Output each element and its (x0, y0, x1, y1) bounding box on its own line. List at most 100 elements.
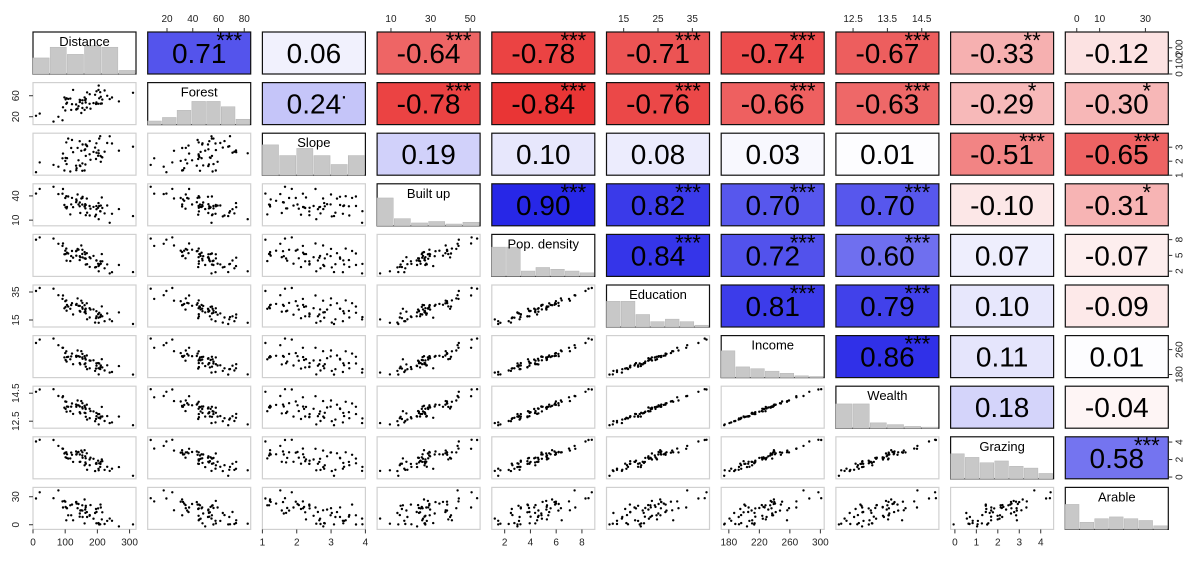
scatter-point (106, 263, 109, 266)
correlation-value: -0.66 (741, 89, 805, 120)
scatter-point (703, 497, 706, 500)
scatter-point (998, 514, 1002, 517)
significance-stars: *** (905, 332, 931, 357)
scatter-point (269, 198, 272, 201)
scatter-point (891, 502, 894, 506)
scatter-point (294, 351, 297, 355)
scatter-point (204, 364, 207, 368)
scatter-point (264, 390, 267, 393)
scatter-point (308, 459, 311, 462)
scatter-point (354, 462, 358, 465)
scatter-point (659, 507, 663, 510)
scatter-point (75, 303, 78, 306)
scatter-point (57, 394, 60, 398)
scatter-point (703, 337, 706, 340)
histogram-bar (635, 314, 650, 328)
scatter-point (85, 91, 89, 94)
scatter-point (657, 450, 660, 454)
scatter-point (888, 512, 891, 515)
scatter-point (424, 359, 427, 362)
scatter-point (282, 255, 285, 258)
scatter-point (469, 346, 473, 349)
scatter-point (650, 499, 654, 503)
scatter-point (416, 503, 420, 507)
scatter-point (771, 514, 774, 517)
scatter-point (655, 405, 658, 408)
scatter-point (304, 415, 307, 418)
scatter-point (629, 366, 632, 369)
variable-label: Grazing (979, 439, 1025, 454)
scatter-point (615, 370, 619, 374)
scatter-point (81, 454, 84, 457)
scatter-point (360, 221, 364, 224)
scatter-point (519, 506, 522, 509)
scatter-point (153, 346, 156, 349)
histogram-bar (720, 350, 736, 378)
scatter-point (101, 315, 104, 318)
scatter-point (279, 294, 282, 297)
scatter-point (199, 254, 202, 258)
scatter-point (69, 410, 72, 413)
scatter-point (587, 287, 590, 290)
scatter-point (344, 299, 347, 302)
scatter-point (410, 523, 413, 526)
scatter-point (99, 460, 103, 463)
scatter-point (186, 162, 189, 165)
scatter-point (703, 388, 706, 391)
scatter-point (633, 364, 636, 367)
scatter-point (415, 259, 418, 262)
scatter-point (447, 458, 450, 461)
scatter-point (519, 313, 522, 316)
scatter-point (1049, 491, 1052, 494)
scatter-point (211, 259, 214, 263)
scatter-point (455, 247, 458, 251)
scatter-point (97, 316, 100, 319)
correlation-value: -0.31 (1085, 190, 1149, 221)
scatter-point (1009, 503, 1012, 506)
tick-label: 3 (1016, 537, 1022, 548)
scatter-point (875, 504, 878, 507)
scatter-point (208, 258, 211, 262)
scatter-point (587, 388, 590, 391)
scatter-point (149, 185, 152, 188)
histogram-bar (206, 101, 221, 125)
scatter-point (235, 460, 238, 464)
scatter-point (636, 415, 640, 418)
scatter-point (737, 468, 740, 471)
scatter-point (611, 423, 614, 426)
scatter-point (65, 251, 69, 254)
scatter-point (347, 361, 351, 365)
scatter-point (397, 373, 400, 376)
scatter-point (649, 358, 652, 361)
scatter-point (85, 318, 89, 321)
scatter-point (304, 518, 308, 521)
scatter-point (78, 201, 82, 204)
scatter-point (510, 507, 513, 511)
scatter-point (95, 310, 98, 313)
scatter-point (283, 438, 287, 442)
scatter-point (540, 308, 544, 311)
scatter-point (450, 400, 454, 403)
correlation-value: -0.33 (970, 38, 1034, 69)
scatter-point (315, 373, 318, 376)
scatter-point (318, 410, 322, 413)
scatter-point (184, 257, 187, 260)
scatter-panel (32, 233, 137, 277)
scatter-point (533, 461, 537, 464)
scatter-point (266, 259, 269, 263)
scatter-point (75, 500, 78, 504)
scatter-point (318, 256, 321, 259)
scatter-point (415, 263, 419, 267)
scatter-point (887, 457, 890, 460)
correlation-cell (376, 31, 481, 75)
scatter-point (545, 406, 548, 409)
histogram-bar (779, 373, 795, 378)
scatter-point (406, 318, 409, 321)
scatter-point (246, 321, 249, 324)
scatter-point (820, 497, 823, 500)
scatter-point (65, 507, 69, 510)
scatter-point (195, 201, 198, 204)
scatter-point (95, 315, 98, 318)
scatter-point (94, 317, 98, 320)
scatter-point (318, 412, 321, 416)
